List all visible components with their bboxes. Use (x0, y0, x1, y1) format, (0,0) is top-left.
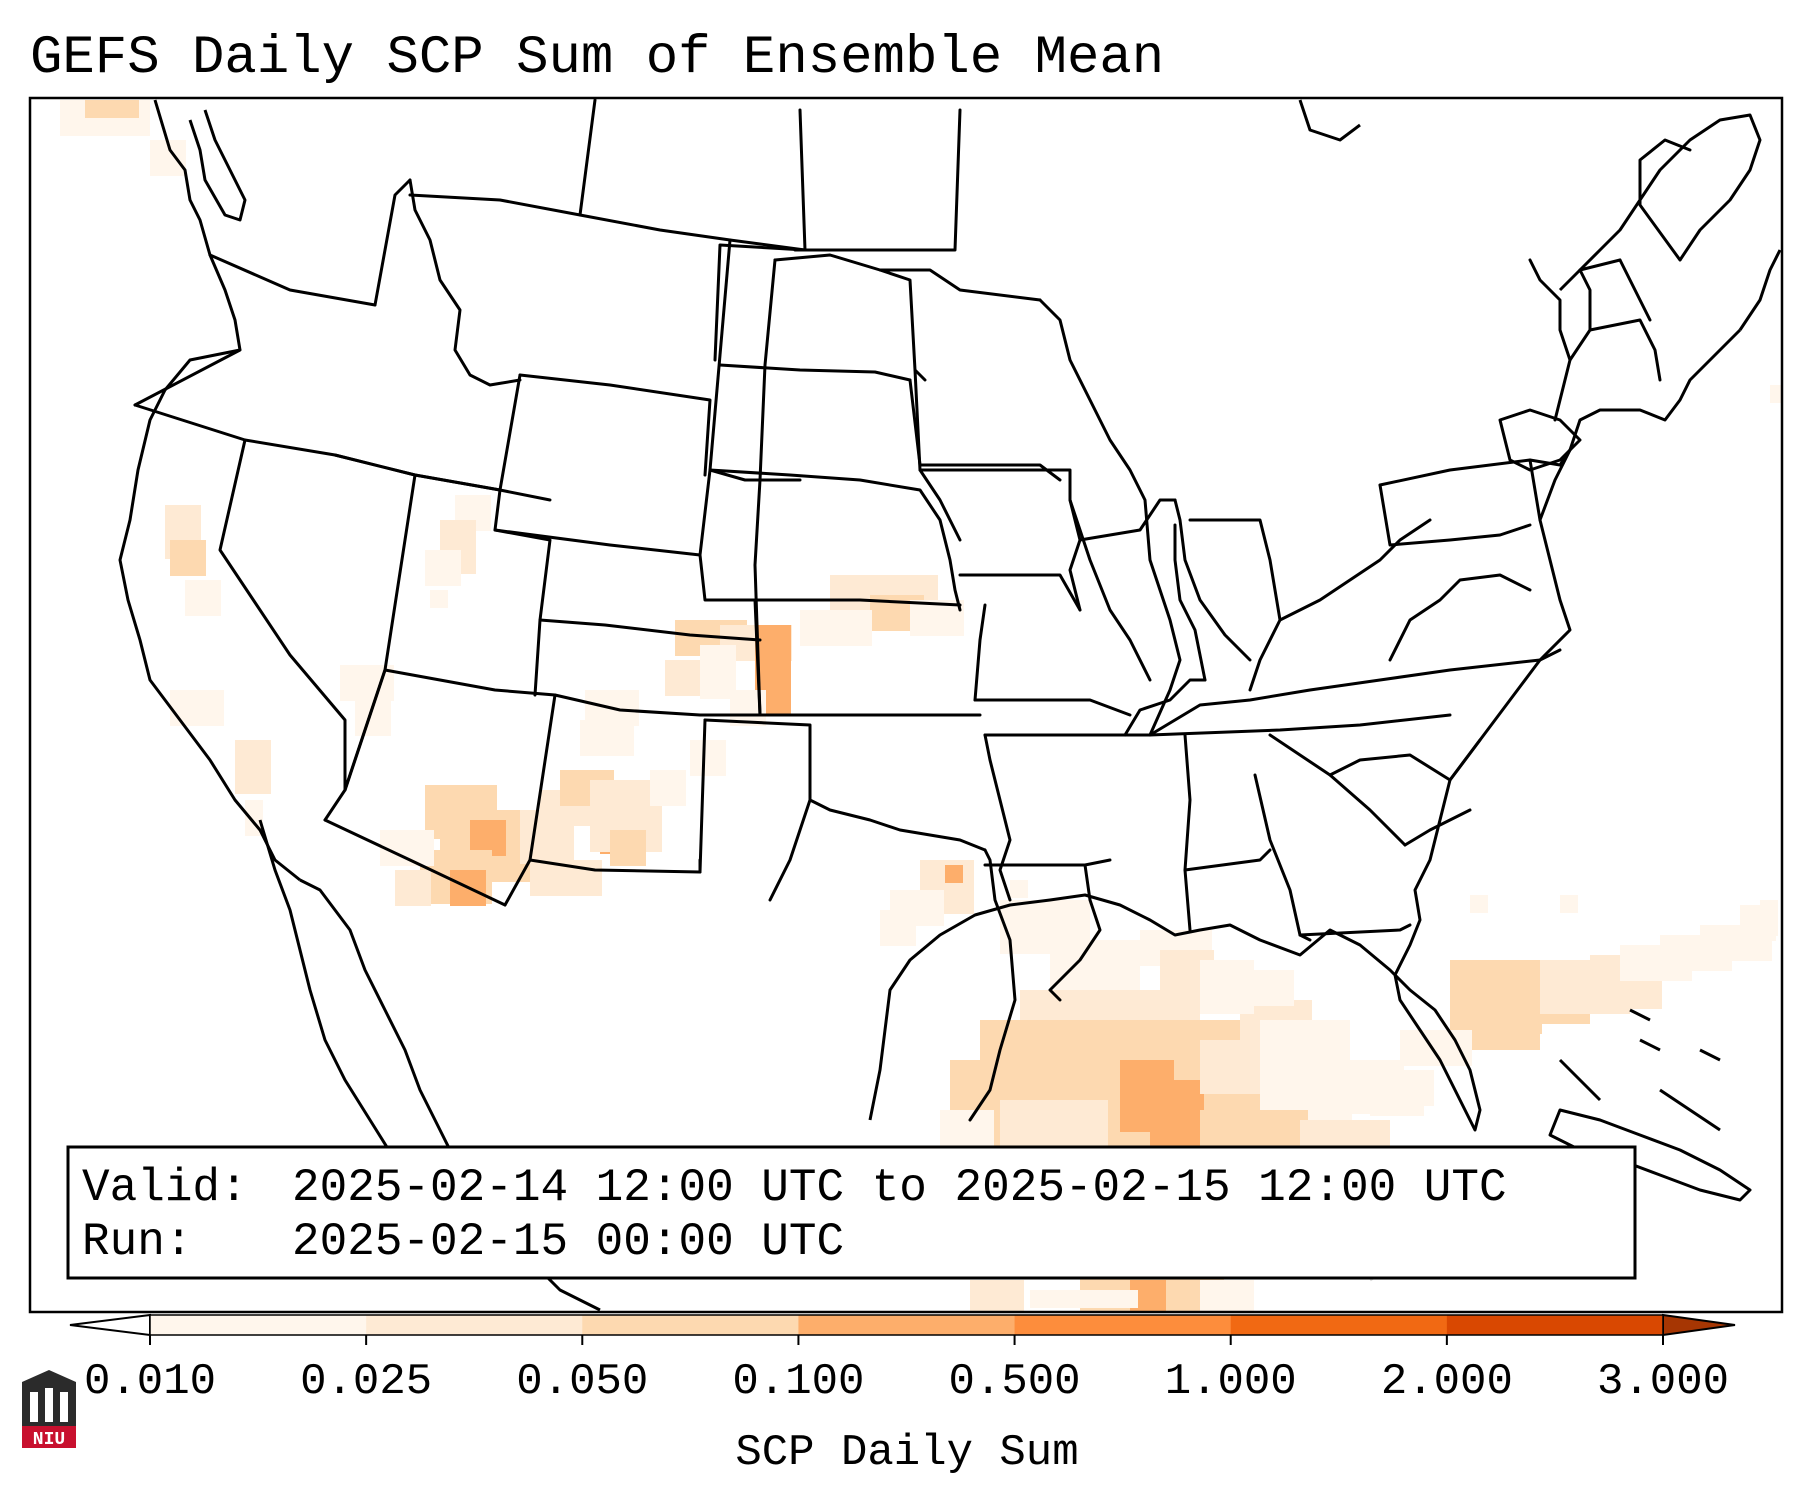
map-area (30, 98, 1782, 1312)
map-frame (28, 96, 1784, 1314)
scp-cell (185, 580, 221, 616)
scp-cell (1560, 895, 1578, 913)
colorbar-tick-label: 0.100 (732, 1357, 864, 1407)
scp-cell (395, 870, 431, 906)
scp-cell (945, 865, 963, 883)
scp-cell (1240, 970, 1294, 1006)
scp-cell (170, 690, 224, 726)
scp-cell (380, 830, 434, 866)
scp-cell (1000, 1100, 1108, 1154)
colorbar-over-extension (1662, 1313, 1736, 1337)
scp-cell (1050, 940, 1140, 994)
scp-cell (1760, 900, 1778, 936)
scp-cell (880, 910, 916, 946)
colorbar-tick-label: 0.050 (516, 1357, 648, 1407)
colorbar-tick-label: 0.500 (949, 1357, 1081, 1407)
colorbar-segment (1014, 1315, 1232, 1335)
colorbar-segment (1446, 1315, 1664, 1335)
colorbar-segment (798, 1315, 1016, 1335)
valid-label: Valid: (82, 1162, 248, 1214)
colorbar-tick-label: 2.000 (1381, 1357, 1513, 1407)
info-box: Valid: 2025-02-14 12:00 UTC to 2025-02-1… (66, 1145, 1637, 1280)
valid-value: 2025-02-14 12:00 UTC to 2025-02-15 12:00… (292, 1162, 1507, 1214)
scp-cell (610, 830, 646, 866)
niu-logo: NIU (22, 1370, 76, 1450)
scp-cell (425, 550, 461, 586)
scp-cell (1380, 1070, 1434, 1106)
scp-cell (235, 740, 271, 794)
scp-cell (430, 590, 448, 608)
map-title: GEFS Daily SCP Sum of Ensemble Mean (30, 28, 1164, 89)
scp-cell (85, 100, 139, 118)
scp-cell (690, 740, 726, 776)
state-borders (133, 98, 1692, 1122)
colorbar-tick-label: 0.010 (84, 1357, 216, 1407)
scp-cell (1770, 385, 1782, 403)
scp-cell (1400, 1030, 1472, 1066)
colorbar-frame (149, 1314, 1664, 1336)
colorbar-label: SCP Daily Sum (735, 1428, 1078, 1478)
scp-cell (170, 540, 206, 576)
scp-cell (800, 610, 872, 646)
colorbar-segment (582, 1315, 799, 1335)
scp-cell (650, 770, 686, 806)
colorbar-tick-label: 0.025 (300, 1357, 432, 1407)
scp-field (60, 100, 1782, 1312)
scp-cell (520, 810, 574, 864)
scp-cell (1010, 880, 1028, 898)
scp-cell (1470, 895, 1488, 913)
niu-logo-text: NIU (33, 1430, 65, 1450)
colorbar-tick-label: 3.000 (1597, 1357, 1729, 1407)
run-value: 2025-02-15 00:00 UTC (292, 1216, 844, 1268)
colorbar-segment (150, 1315, 367, 1335)
colorbar-segment (366, 1315, 583, 1335)
scp-cell (1160, 1100, 1196, 1154)
colorbar-under-extension (69, 1313, 151, 1337)
colorbar: 0.010 0.025 0.050 0.100 0.500 1.000 2.000 3.000 (69, 1313, 1736, 1407)
colorbar-tick-label: 1.000 (1165, 1357, 1297, 1407)
scp-cell (1030, 1290, 1138, 1308)
run-label: Run: (82, 1216, 192, 1268)
scp-cell (580, 720, 634, 756)
scp-cell (1200, 1280, 1254, 1312)
colorbar-segment (1230, 1315, 1448, 1335)
scp-cell (970, 1280, 1024, 1312)
